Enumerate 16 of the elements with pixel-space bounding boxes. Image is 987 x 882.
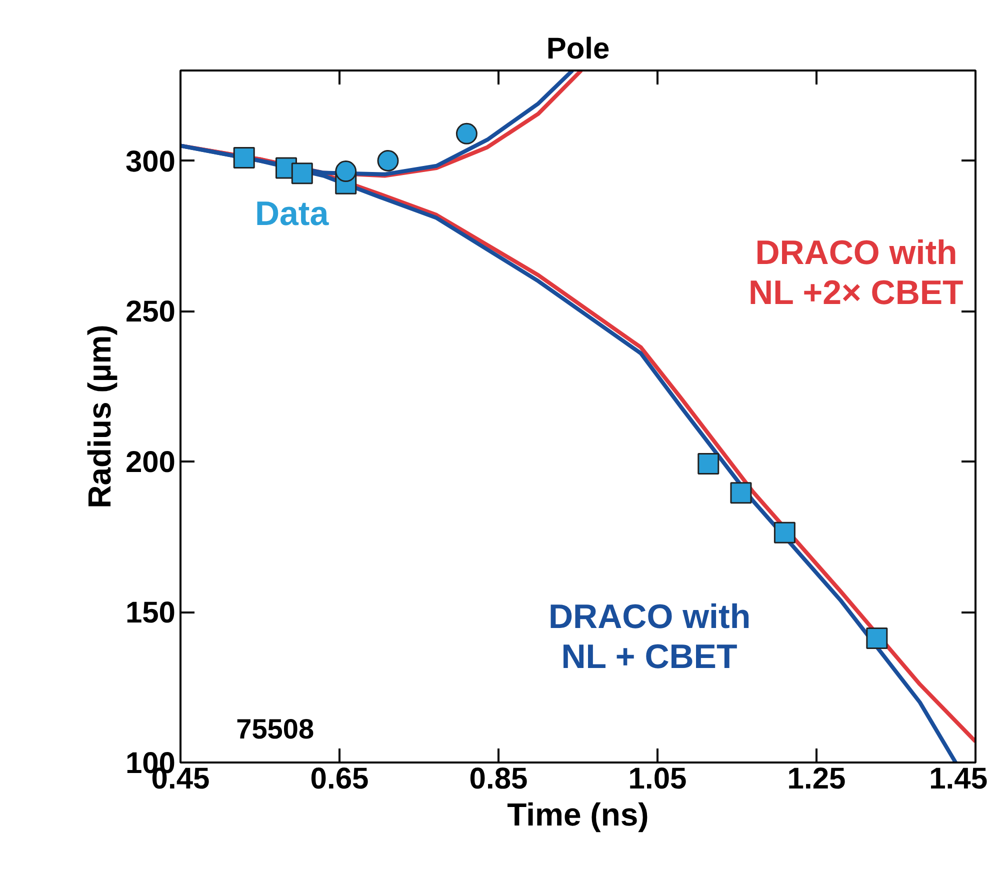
series-label: DRACO with NL + CBET [548,598,751,676]
text: DRACO with NL +2× CBET [748,234,964,312]
y-tick-label: 300 [125,145,176,178]
y-axis-title: Radius (µm) [81,324,118,508]
x-tick-label: 0.65 [310,762,369,796]
x-axis-title: Time (ns) [507,796,649,832]
annotation: 75508 [236,713,314,744]
y-tick-label: 250 [125,296,176,329]
x-tick-label: 1.45 [929,762,987,796]
x-tick-label: 1.25 [787,762,846,796]
x-tick-label: 0.85 [469,762,528,796]
x-tick-label: 1.05 [628,762,687,796]
series-label: Data [254,194,330,233]
chart-title: Pole [546,32,610,66]
y-tick-label: 200 [125,446,176,480]
y-tick-label: 150 [125,596,176,630]
